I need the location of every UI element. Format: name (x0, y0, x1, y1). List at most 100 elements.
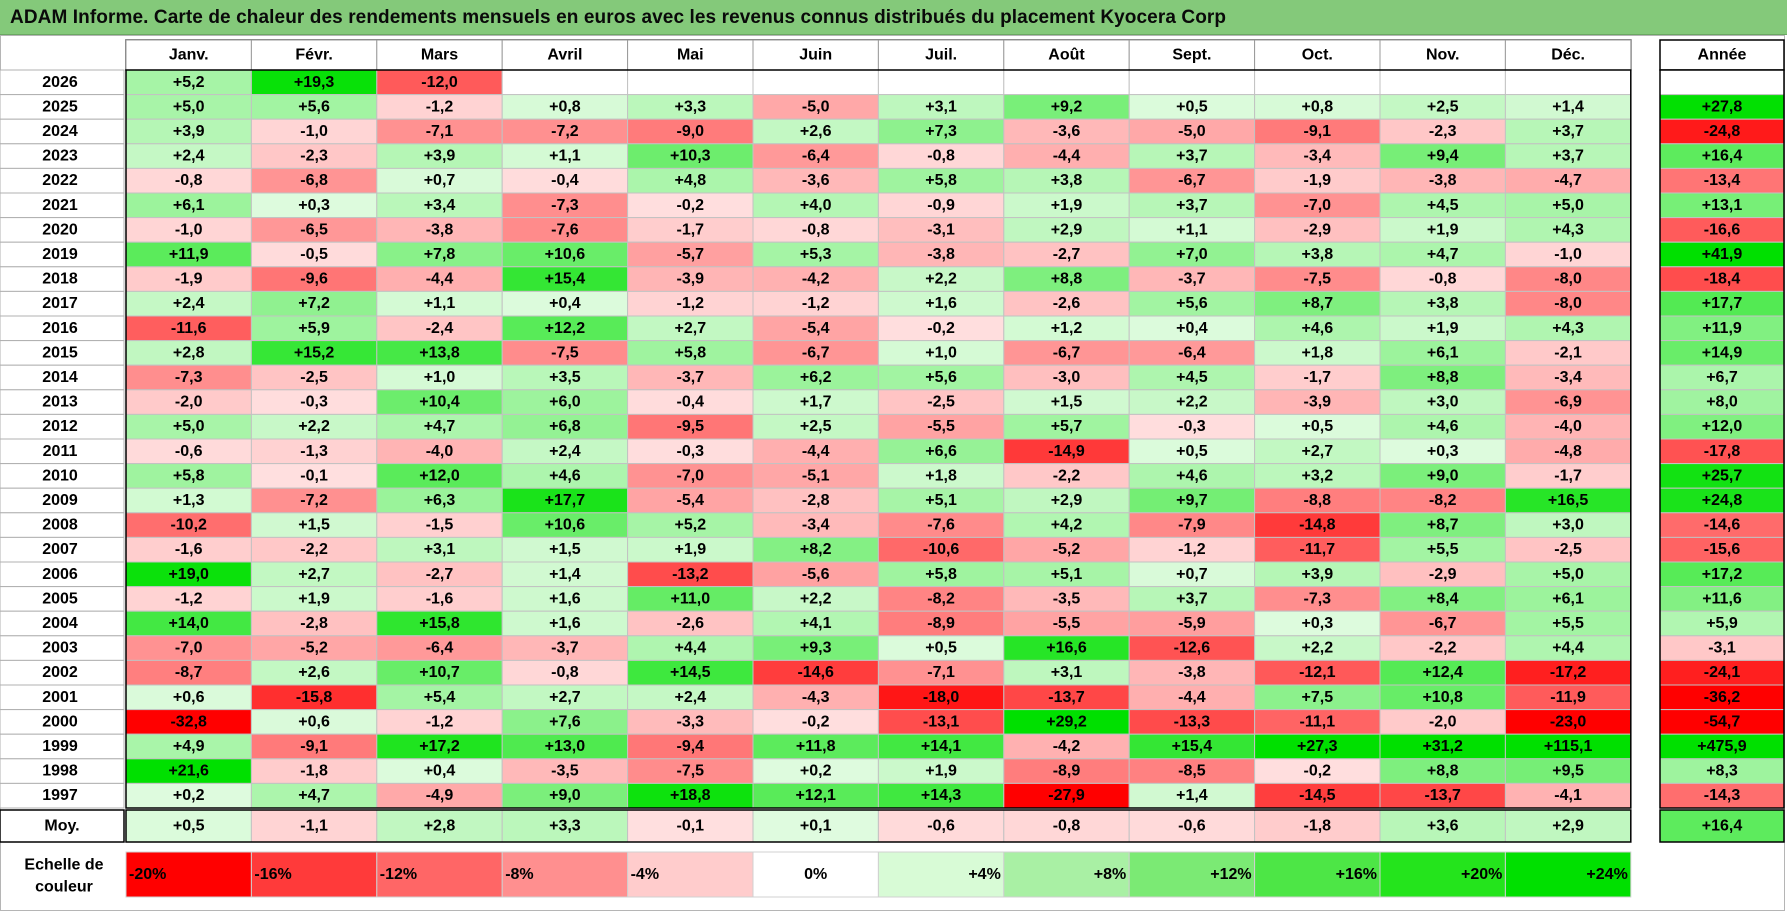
heatmap-cell (376, 266, 503, 292)
cell-value: -4,7 (1554, 172, 1582, 189)
cell-value: +5,8 (925, 172, 957, 189)
cell-value: +4,1 (800, 615, 832, 632)
year-label-cell (0, 167, 125, 194)
heatmap-cell (1254, 94, 1381, 120)
year-label: 2020 (42, 221, 78, 238)
year-label-cell (0, 536, 125, 563)
heatmap-cell (376, 167, 503, 194)
cell-value: -6,4 (1178, 344, 1206, 361)
heatmap-cell (1254, 733, 1381, 760)
scale-swatch (1128, 851, 1256, 898)
cell-value: -5,4 (677, 492, 705, 509)
cell-value: -9,0 (677, 123, 705, 140)
cell-value: +14,0 (168, 615, 209, 632)
cell-value: -2,6 (677, 615, 705, 632)
year-label-cell (0, 364, 125, 391)
cell-value: +5,8 (925, 566, 957, 583)
cell-value: +3,7 (1176, 148, 1208, 165)
annual-cell (1659, 487, 1785, 514)
heatmap-cell (1128, 413, 1256, 440)
cell-value: -0,2 (927, 320, 955, 337)
cell-value: +1,6 (925, 295, 957, 312)
cell-value: -7,3 (1304, 590, 1332, 607)
heatmap-cell (250, 192, 378, 219)
cell-value: +5,1 (1051, 566, 1083, 583)
cell-value: +2,7 (549, 689, 581, 706)
cell-value: -3,4 (802, 517, 830, 534)
annual-value: +6,7 (1706, 369, 1738, 386)
cell-value: +16,5 (1548, 492, 1589, 509)
cell-value: +10,8 (1422, 689, 1463, 706)
cell-value: +3,0 (1427, 394, 1459, 411)
cell-value: -13,7 (1048, 689, 1085, 706)
cell-value: -4,8 (1554, 443, 1582, 460)
cell-value: +5,0 (173, 418, 205, 435)
annual-value: -54,7 (1704, 713, 1741, 730)
average-label: Moy. (44, 818, 79, 835)
cell-value: -1,7 (1554, 467, 1582, 484)
cell-value: +16,6 (1046, 640, 1087, 657)
cell-value: -13,1 (923, 713, 960, 730)
cell-value: +4,7 (1427, 246, 1459, 263)
annual-cell (1659, 659, 1785, 686)
heatmap-cell (125, 586, 252, 612)
month-header-Avril: Avril (547, 47, 582, 64)
year-label: 2012 (42, 418, 78, 435)
cell-value: -32,8 (170, 713, 207, 730)
average-value: +3,6 (1427, 818, 1459, 835)
cell-value: +7,6 (549, 713, 581, 730)
cell-value: -3,9 (1304, 394, 1332, 411)
year-label-cell (0, 758, 125, 784)
cell-value: +19,3 (294, 74, 335, 91)
heatmap-cell (877, 167, 1005, 194)
cell-value: -18,0 (923, 689, 960, 706)
cell-value: +4,4 (675, 640, 707, 657)
heatmap-cell (877, 192, 1005, 219)
heatmap-cell (125, 192, 252, 219)
heatmap-cell (125, 364, 252, 391)
cell-value: +0,3 (1302, 615, 1334, 632)
cell-value: +15,4 (545, 271, 586, 288)
annual-value: +11,6 (1702, 590, 1742, 607)
cell-value: +10,4 (419, 394, 460, 411)
cell-value: -14,5 (1299, 787, 1336, 804)
title-bar: ADAM Informe. Carte de chaleur des rende… (0, 0, 1787, 35)
scale-step-label: -8% (505, 866, 533, 883)
year-label: 2016 (42, 320, 78, 337)
cell-value: -2,8 (300, 615, 328, 632)
cell-value: +1,8 (925, 467, 957, 484)
cell-value: +6,3 (424, 492, 456, 509)
heatmap-cell (250, 709, 378, 735)
cell-value: -3,7 (1178, 271, 1206, 288)
annual-value: +14,9 (1702, 344, 1743, 361)
cell-value: +3,9 (1302, 566, 1334, 583)
cell-value: +1,9 (1427, 221, 1459, 238)
cell-value: +1,5 (298, 517, 330, 534)
heatmap-cell (1379, 217, 1506, 243)
cell-value: +4,7 (424, 418, 456, 435)
cell-value: -1,2 (1178, 541, 1206, 558)
heatmap-cell (1504, 290, 1632, 317)
heatmap-cell (501, 69, 629, 96)
heatmap-cell (1379, 167, 1506, 194)
cell-value: +6,6 (925, 443, 957, 460)
year-label: 2015 (42, 344, 78, 361)
cell-value: -2,3 (1429, 123, 1457, 140)
annual-value: +12,0 (1702, 418, 1743, 435)
cell-value: -5,0 (802, 98, 830, 115)
cell-value: -1,2 (802, 295, 830, 312)
annual-cell (1659, 192, 1785, 219)
cell-value: +2,2 (925, 271, 957, 288)
average-annual-cell (1659, 809, 1785, 843)
cell-value: +5,6 (1176, 295, 1208, 312)
scale-swatch (877, 851, 1005, 898)
heatmap-cell (125, 709, 252, 735)
year-label: 2026 (42, 74, 78, 91)
heatmap-cell (501, 413, 629, 440)
heatmap-cell (627, 659, 754, 686)
average-cell (627, 809, 754, 843)
heatmap-cell (501, 684, 629, 711)
heatmap-cell (501, 167, 629, 194)
cell-value: +5,0 (1552, 197, 1584, 214)
cell-value: +2,6 (800, 123, 832, 140)
